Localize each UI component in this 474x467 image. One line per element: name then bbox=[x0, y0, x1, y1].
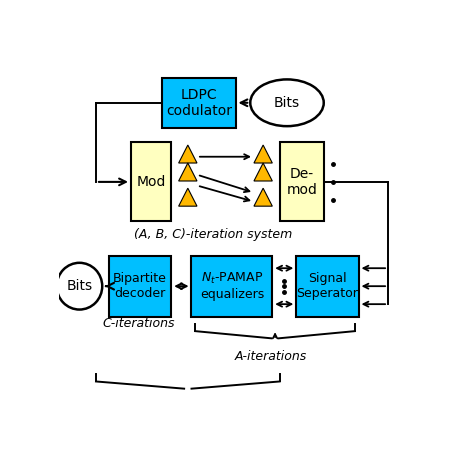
Text: (A, B, C)-iteration system: (A, B, C)-iteration system bbox=[135, 227, 292, 241]
Text: $N_t$-PAMAP
equalizers: $N_t$-PAMAP equalizers bbox=[200, 271, 264, 301]
Polygon shape bbox=[254, 145, 272, 163]
Ellipse shape bbox=[57, 263, 102, 310]
Polygon shape bbox=[254, 163, 272, 181]
Bar bbox=[280, 142, 324, 221]
Text: Signal
Seperator: Signal Seperator bbox=[296, 272, 358, 300]
Polygon shape bbox=[254, 188, 272, 206]
Text: Bipartite
decoder: Bipartite decoder bbox=[113, 272, 167, 300]
Text: De-
mod: De- mod bbox=[286, 167, 317, 197]
Text: A-iterations: A-iterations bbox=[234, 350, 307, 363]
Bar bbox=[131, 142, 171, 221]
Text: Mod: Mod bbox=[137, 175, 166, 189]
Text: LDPC
codulator: LDPC codulator bbox=[166, 88, 232, 118]
Bar bbox=[296, 255, 359, 317]
Text: C-iterations: C-iterations bbox=[102, 318, 174, 331]
Bar bbox=[162, 78, 236, 128]
Ellipse shape bbox=[250, 79, 324, 126]
Bar bbox=[191, 255, 272, 317]
Polygon shape bbox=[179, 163, 197, 181]
Text: Bits: Bits bbox=[274, 96, 300, 110]
Polygon shape bbox=[179, 145, 197, 163]
Bar bbox=[109, 255, 171, 317]
Polygon shape bbox=[179, 188, 197, 206]
Text: Bits: Bits bbox=[66, 279, 92, 293]
